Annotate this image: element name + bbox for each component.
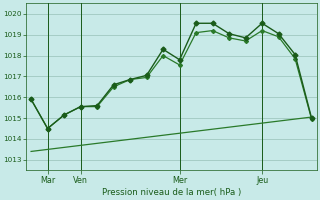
X-axis label: Pression niveau de la mer( hPa ): Pression niveau de la mer( hPa ) — [102, 188, 241, 197]
